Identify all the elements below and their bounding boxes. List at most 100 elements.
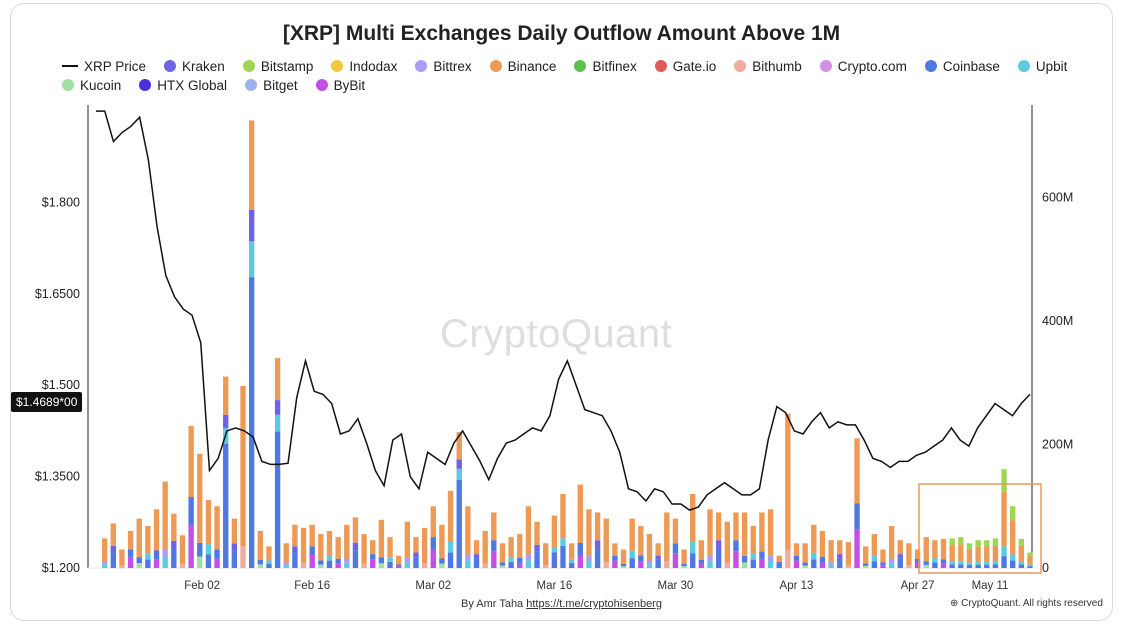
outflow-bar-segment <box>949 561 955 565</box>
outflow-bar-segment <box>620 563 627 567</box>
legend-label: Bitstamp <box>260 58 314 74</box>
byline-link[interactable]: https://t.me/cryptohisenberg <box>526 598 662 610</box>
outflow-bar-segment <box>828 561 834 565</box>
legend-item[interactable]: Indodax <box>331 57 397 75</box>
outflow-bar-segment <box>733 512 739 541</box>
legend-item[interactable]: Bittrex <box>415 57 472 75</box>
legend-item[interactable]: Bitstamp <box>242 57 314 75</box>
x-tick-label: Feb 16 <box>294 580 330 592</box>
outflow-bar-segment <box>378 557 385 564</box>
outflow-bar-segment <box>465 560 471 568</box>
outflow-bar-segment <box>560 493 566 539</box>
outflow-bar-segment <box>914 549 921 559</box>
outflow-bar-segment <box>863 565 869 568</box>
outflow-bar-segment <box>629 558 635 568</box>
legend-item[interactable]: Coinbase <box>924 57 1000 75</box>
outflow-bar-segment <box>750 559 756 568</box>
outflow-bar-segment <box>1018 564 1025 568</box>
outflow-bar-segment <box>966 565 973 568</box>
outflow-bar-segment <box>837 558 843 568</box>
outflow-bar-segment <box>958 564 964 568</box>
outflow-bar-segment <box>992 545 999 562</box>
outflow-bar-segment <box>828 564 834 568</box>
outflow-bar-segment <box>223 443 229 568</box>
outflow-bar-segment <box>309 524 315 547</box>
outflow-bar-segment <box>456 432 462 460</box>
legend-item[interactable]: HTX Global <box>139 76 227 94</box>
outflow-bar-segment <box>551 547 558 553</box>
outflow-bar-segment <box>672 553 679 568</box>
outflow-bar-segment <box>698 540 705 560</box>
legend-item[interactable]: Bitget <box>245 76 298 94</box>
outflow-bar-segment <box>880 565 886 568</box>
legend-item[interactable]: XRP Price <box>62 57 146 75</box>
outflow-bar-segment <box>932 562 938 568</box>
legend-swatch <box>331 60 344 72</box>
outflow-bar-segment <box>534 544 540 552</box>
outflow-bar-segment <box>162 557 168 568</box>
outflow-bar-segment <box>456 479 462 568</box>
outflow-bar-segment <box>733 551 739 568</box>
y-right-tick-label: 0 <box>1042 561 1049 575</box>
outflow-bar-segment <box>741 562 748 568</box>
outflow-bar-segment <box>188 426 194 497</box>
outflow-bar-segment <box>664 561 670 568</box>
outflow-bar-segment <box>274 414 281 432</box>
outflow-bar-segment <box>240 546 246 568</box>
outflow-bar-segment <box>724 521 730 563</box>
legend-item[interactable]: Crypto.com <box>819 57 907 75</box>
legend-item[interactable]: Kucoin <box>62 76 121 94</box>
x-tick-label: Mar 30 <box>658 580 694 592</box>
legend-label: Indodax <box>349 58 398 74</box>
outflow-bar-segment <box>404 562 411 568</box>
outflow-bar-segment <box>1018 561 1025 565</box>
outflow-bar-segment <box>568 559 575 564</box>
x-tick-label: Mar 16 <box>537 580 573 592</box>
outflow-bar-segment <box>248 209 255 242</box>
legend-label: Gate.io <box>672 58 717 74</box>
legend-item[interactable]: Binance <box>489 57 557 75</box>
outflow-bar-segment <box>1027 566 1033 568</box>
outflow-bar-segment <box>888 558 895 563</box>
outflow-bar-segment <box>283 543 289 563</box>
outflow-bar-segment <box>525 560 532 568</box>
outflow-bar-segment <box>274 358 281 401</box>
outflow-bar-segment <box>854 503 860 530</box>
outflow-bar-segment <box>620 549 627 564</box>
outflow-bar-segment <box>335 558 341 564</box>
outflow-bar-segment <box>767 555 774 561</box>
legend-label: Kraken <box>182 58 225 74</box>
legend-item[interactable]: Bitfinex <box>574 57 637 75</box>
outflow-bar-segment <box>681 563 687 567</box>
outflow-bar-segment <box>171 540 177 549</box>
outflow-bar-segment <box>248 277 255 568</box>
legend-item[interactable]: Kraken <box>164 57 225 75</box>
outflow-bar-segment <box>292 546 298 553</box>
legend-swatch <box>415 60 428 72</box>
outflow-bar-segment <box>499 562 506 566</box>
outflow-bar-segment <box>214 549 220 559</box>
legend-item[interactable]: Gate.io <box>654 57 717 75</box>
outflow-bar-segment <box>430 506 436 538</box>
outflow-bar-segment <box>733 540 739 552</box>
outflow-bar-segment <box>257 559 263 565</box>
legend-swatch <box>242 60 255 72</box>
outflow-bar-segment <box>802 543 808 563</box>
outflow-bar-segment <box>318 534 324 561</box>
legend-item[interactable]: Upbit <box>1017 57 1067 75</box>
legend-item[interactable]: ByBit <box>315 76 365 94</box>
outflow-bar-segment <box>655 555 661 560</box>
legend-label: Bitget <box>263 77 298 93</box>
outflow-bar-segment <box>897 554 903 559</box>
legend-label: Binance <box>507 58 557 74</box>
outflow-bar-segment <box>854 529 860 568</box>
legend-item[interactable]: Bithumb <box>734 57 802 75</box>
copyright: ⊕ CryptoQuant. All rights reserved <box>950 598 1103 609</box>
outflow-bar-segment <box>629 550 635 559</box>
outflow-bar-segment <box>1001 556 1007 568</box>
outflow-bar-segment <box>690 493 696 543</box>
byline: By Amr Taha https://t.me/cryptohisenberg <box>0 598 1123 610</box>
outflow-bar-segment <box>793 543 800 556</box>
outflow-bar-segment <box>447 552 454 568</box>
